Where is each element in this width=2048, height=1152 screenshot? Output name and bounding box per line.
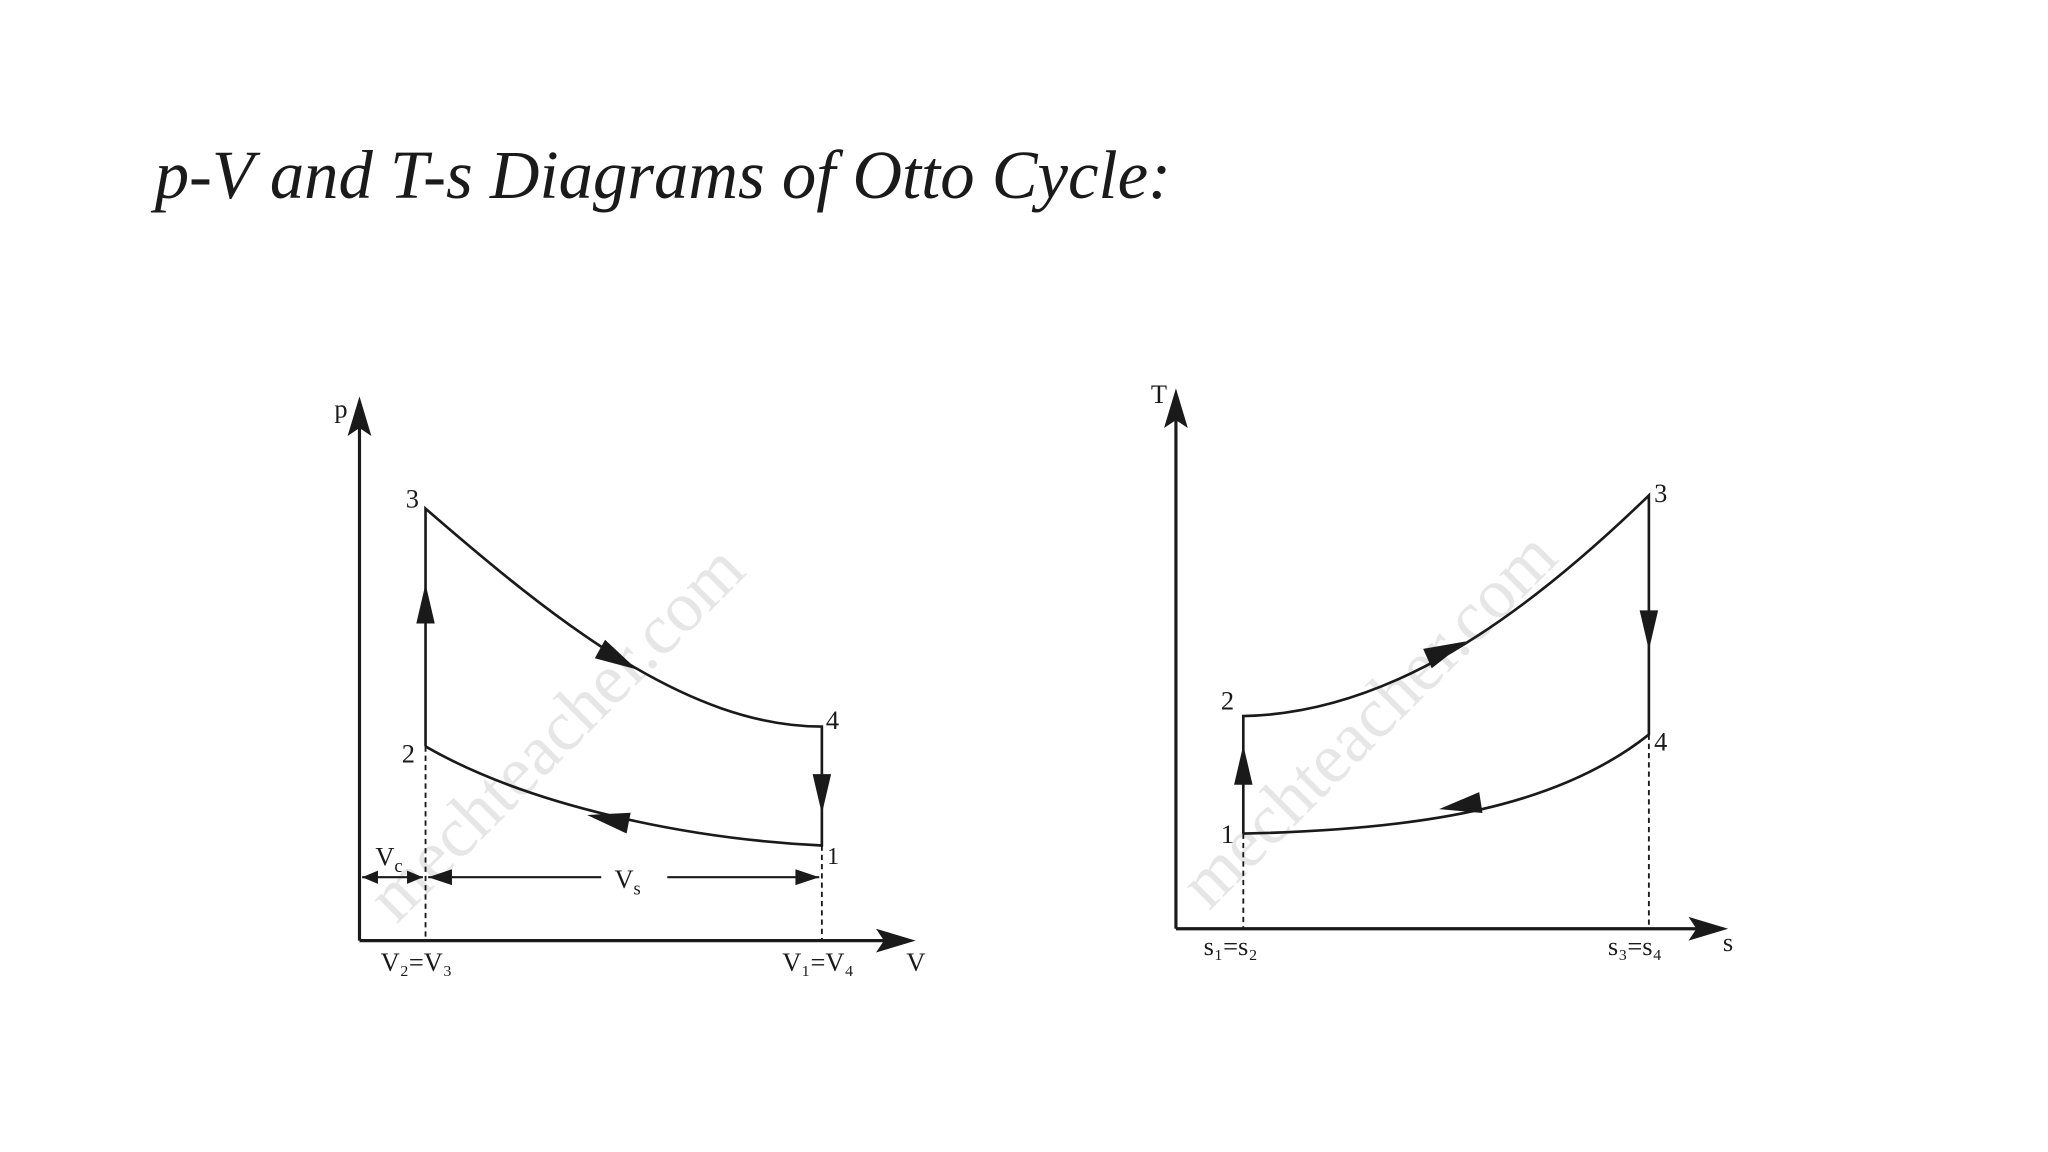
process-arrow (594, 639, 637, 670)
dimension-arrowhead (795, 869, 820, 886)
axis-arrowhead (876, 928, 916, 953)
process-arrow (1234, 745, 1253, 785)
process-arrow (1639, 610, 1659, 650)
process-arrow (812, 774, 832, 814)
process-arrow (1439, 792, 1483, 814)
axis-arrowhead (1688, 916, 1729, 941)
state-label: 4 (1654, 726, 1667, 756)
dimension-arrowhead (362, 870, 378, 884)
axis-arrowhead (1164, 388, 1188, 429)
state-label: 1 (1221, 819, 1234, 849)
state-label: 3 (406, 483, 419, 513)
subscript: s (634, 878, 641, 898)
entropy-label: s₃=s₄ (1608, 931, 1662, 961)
state-label: 2 (1221, 685, 1234, 715)
slide-title: p-V and T-s Diagrams of Otto Cycle: (150, 137, 1171, 213)
state-label: 1 (827, 844, 839, 870)
dimension-label: Vc (375, 841, 402, 876)
volume-label: V₁=V₄ (782, 947, 853, 977)
process-arrow (416, 583, 435, 624)
entropy-label: s₁=s₂ (1204, 931, 1258, 961)
dimension-arrowhead (428, 869, 452, 886)
state-label: 2 (402, 738, 415, 768)
dimension-label: Vs (614, 864, 640, 899)
state-label: 4 (826, 705, 839, 735)
axis-arrowhead (347, 396, 372, 436)
process-arrow (587, 812, 631, 834)
dimension-arrowhead (407, 870, 423, 884)
volume-label: V₂=V₃ (381, 947, 452, 977)
symbol: V (614, 864, 633, 894)
symbol: V (375, 841, 394, 871)
axis-label: p (334, 393, 347, 423)
subscript: c (394, 856, 402, 876)
axis-label: T (1151, 379, 1167, 409)
axis-label: V (906, 947, 925, 977)
axis-label: s (1723, 927, 1733, 957)
cycle-path (1241, 492, 1651, 835)
cycle-path (424, 505, 824, 847)
state-label: 3 (1654, 478, 1667, 508)
process-arrow (1423, 641, 1467, 669)
